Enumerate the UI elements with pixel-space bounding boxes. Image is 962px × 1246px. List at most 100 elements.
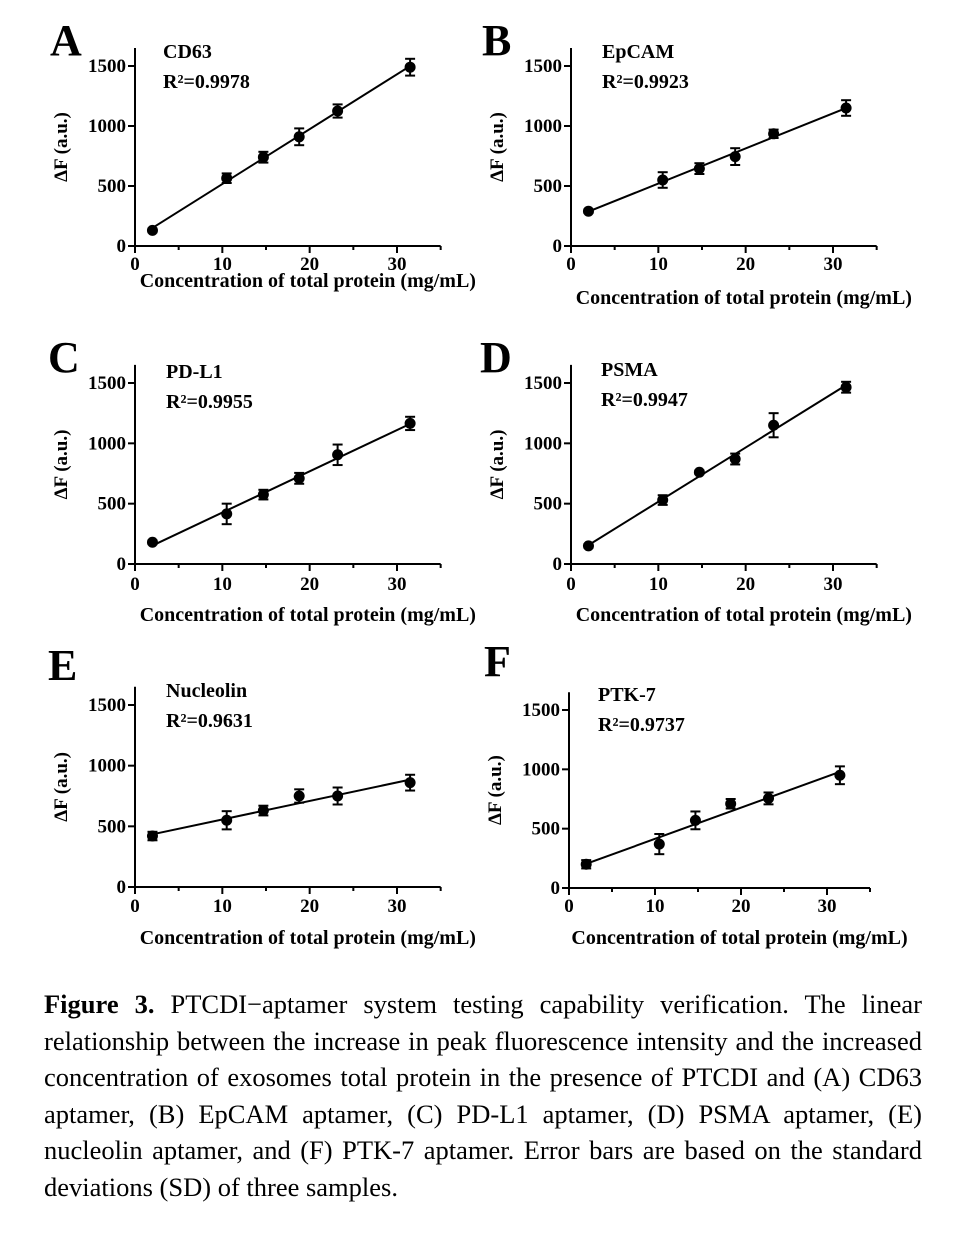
data-point (729, 453, 741, 465)
y-axis-label: ΔF (a.u.) (51, 752, 72, 822)
figure-caption: Figure 3. PTCDI−aptamer system testing c… (44, 986, 922, 1205)
data-point (763, 792, 775, 804)
panel-d: D 0 500 1000 1500 0 10 20 30 Concentration of tot… (480, 333, 912, 626)
data-point (404, 417, 416, 429)
fit-line (151, 65, 411, 229)
y-tick-label: 0 (117, 554, 127, 575)
y-tick-label: 1000 (524, 433, 562, 454)
x-tick-label: 20 (736, 574, 755, 595)
caption-text: PTCDI−aptamer system testing capability … (44, 989, 922, 1202)
y-tick-label: 500 (532, 819, 561, 840)
x-tick-label: 30 (388, 896, 407, 917)
r-squared: R²=0.9955 (166, 391, 253, 413)
panel-title: PSMA (601, 359, 658, 381)
x-tick-label: 10 (649, 574, 668, 595)
data-point (146, 224, 158, 236)
y-tick-label: 0 (553, 554, 563, 575)
data-point (221, 508, 233, 520)
y-tick-label: 1000 (88, 433, 126, 454)
r-squared: R²=0.9737 (598, 714, 685, 736)
x-tick-label: 0 (130, 574, 140, 595)
x-tick-label: 30 (388, 574, 407, 595)
x-axis-label: Concentration of total protein (mg/mL) (140, 927, 476, 949)
data-point (693, 466, 705, 478)
fit-line (152, 422, 411, 547)
data-point (257, 489, 269, 501)
data-point (725, 798, 737, 810)
fit-line (588, 107, 847, 213)
data-point (834, 769, 846, 781)
x-tick-label: 30 (824, 254, 843, 275)
panel-title: PTK-7 (598, 684, 656, 706)
panel-letter: B (482, 16, 511, 65)
data-point (332, 105, 344, 117)
y-axis-label: ΔF (a.u.) (487, 112, 508, 182)
y-tick-label: 1000 (88, 756, 126, 777)
data-point (689, 814, 701, 826)
fit-line (585, 770, 841, 865)
y-tick-label: 1500 (88, 695, 126, 716)
x-tick-label: 0 (566, 254, 576, 275)
panel-title: Nucleolin (166, 680, 247, 702)
y-tick-label: 1500 (524, 56, 562, 77)
y-tick-label: 500 (534, 494, 563, 515)
data-point (580, 858, 592, 870)
x-tick-label: 10 (646, 896, 665, 917)
data-point (221, 814, 233, 826)
y-tick-label: 1500 (522, 700, 560, 721)
y-tick-label: 1000 (88, 116, 126, 137)
panel-letter: A (50, 16, 82, 65)
y-tick-label: 0 (117, 877, 127, 898)
y-tick-label: 1000 (522, 759, 560, 780)
y-tick-label: 1500 (524, 373, 562, 394)
panel-letter: F (484, 637, 511, 686)
x-tick-label: 10 (213, 896, 232, 917)
panel-letter: E (48, 641, 77, 690)
panel-title: EpCAM (602, 41, 674, 63)
x-tick-label: 20 (732, 896, 751, 917)
panel-e: E 0 500 1000 1500 0 10 20 30 Concentration of tot… (48, 641, 476, 949)
y-tick-label: 1500 (88, 56, 126, 77)
x-tick-label: 20 (300, 574, 319, 595)
data-point (404, 61, 416, 73)
y-tick-label: 1000 (524, 116, 562, 137)
y-tick-label: 0 (553, 236, 563, 257)
data-point (768, 419, 780, 431)
x-tick-label: 10 (213, 574, 232, 595)
x-axis-label: Concentration of total protein (mg/mL) (140, 604, 476, 626)
r-squared: R²=0.9978 (163, 71, 250, 93)
y-tick-label: 1500 (88, 373, 126, 394)
x-tick-label: 20 (300, 254, 319, 275)
fit-line (152, 778, 411, 836)
x-tick-label: 0 (130, 896, 140, 917)
y-tick-label: 500 (98, 494, 127, 515)
caption-label: Figure 3. (44, 989, 155, 1019)
data-point (653, 838, 665, 850)
y-axis-label: ΔF (a.u.) (51, 430, 72, 500)
x-tick-label: 0 (564, 896, 574, 917)
panel-title: CD63 (163, 41, 212, 63)
data-point (293, 131, 305, 143)
x-tick-label: 30 (824, 574, 843, 595)
data-point (146, 830, 158, 842)
y-axis-label: ΔF (a.u.) (485, 755, 506, 825)
data-point (404, 777, 416, 789)
y-tick-label: 0 (117, 236, 127, 257)
r-squared: R²=0.9923 (602, 71, 689, 93)
x-tick-label: 10 (213, 254, 232, 275)
data-point (840, 381, 852, 393)
panel-letter: D (480, 333, 512, 382)
data-point (729, 151, 741, 163)
x-axis-label: Concentration of total protein (mg/mL) (576, 604, 912, 626)
x-tick-label: 20 (736, 254, 755, 275)
r-squared: R²=0.9631 (166, 710, 253, 732)
data-point (293, 472, 305, 484)
x-axis-label: Concentration of total protein (mg/mL) (140, 270, 476, 292)
data-point (332, 790, 344, 802)
panel-title: PD-L1 (166, 361, 223, 383)
panel-f: F 0 500 1000 1500 0 10 20 30 Concentration of tot… (484, 637, 908, 949)
y-tick-label: 500 (534, 176, 563, 197)
data-point (257, 805, 269, 817)
